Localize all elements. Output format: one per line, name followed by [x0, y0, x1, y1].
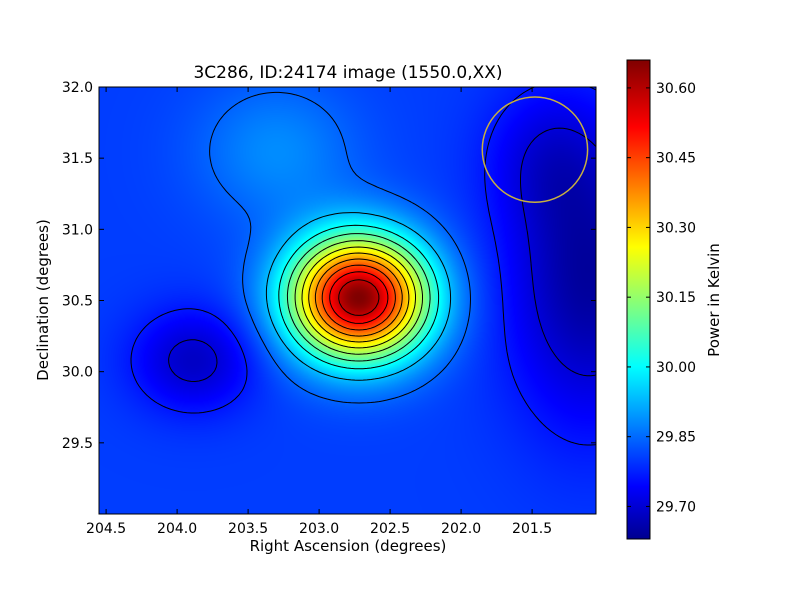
- y-tick-label: 30.0: [62, 365, 93, 381]
- x-axis-label: Right Ascension (degrees): [250, 537, 447, 555]
- contour-line: [294, 240, 423, 355]
- chart-title: 3C286, ID:24174 image (1550.0,XX): [193, 63, 502, 83]
- contour-lines: [130, 87, 596, 446]
- x-tick-label: 204.5: [86, 521, 126, 537]
- contour-line: [209, 91, 471, 404]
- colorbar-tick-label: 30.00: [656, 360, 696, 376]
- contour-line: [338, 279, 380, 316]
- contour-line: [130, 87, 596, 446]
- y-tick-label: 29.5: [62, 436, 93, 452]
- contour-line: [314, 258, 403, 337]
- y-axis-label: Declination (degrees): [34, 219, 52, 381]
- y-tick-label: 32.0: [62, 80, 93, 96]
- y-tick-label: 31.5: [62, 151, 93, 167]
- colorbar: 29.70 29.85 30.00 30.15 30.30 30.45 30.60 Powe…: [626, 59, 723, 540]
- y-tick-label: 31.0: [62, 222, 93, 238]
- y-axis: 29.5 30.0 30.5 31.0 31.5 32.0: [62, 80, 596, 452]
- x-tick-label: 203.5: [228, 521, 268, 537]
- colorbar-tick-label: 30.30: [656, 220, 696, 236]
- colorbar-gradient: [626, 59, 651, 540]
- contour-line: [301, 246, 416, 349]
- contour-line: [265, 212, 452, 381]
- x-tick-label: 202.0: [441, 521, 481, 537]
- contour-line: [278, 224, 440, 370]
- contour-line: [321, 264, 396, 331]
- beam-circle: [481, 96, 589, 204]
- colorbar-tick-label: 29.85: [656, 430, 696, 446]
- colorbar-tick-label: 30.45: [656, 151, 696, 167]
- colorbar-ticks: 29.70 29.85 30.00 30.15 30.30 30.45 30.60: [627, 81, 696, 515]
- contour-line: [286, 233, 431, 362]
- colorbar-tick-label: 30.15: [656, 290, 696, 306]
- contour-line: [168, 127, 596, 382]
- heatmap-image: [99, 87, 596, 514]
- x-tick-label: 204.0: [157, 521, 197, 537]
- contour-line: [308, 252, 410, 343]
- colorbar-label: Power in Kelvin: [705, 243, 723, 357]
- colorbar-tick-label: 29.70: [656, 499, 696, 515]
- x-tick-label: 203.0: [299, 521, 339, 537]
- x-axis: 204.5 204.0 203.5 203.0 202.5 202.0 201.5: [86, 87, 552, 537]
- colorbar-tick-label: 30.60: [656, 81, 696, 97]
- y-tick-label: 30.5: [62, 294, 93, 310]
- plot-area: [98, 86, 597, 515]
- x-tick-label: 201.5: [512, 521, 552, 537]
- contour-line: [329, 271, 389, 324]
- x-tick-label: 202.5: [370, 521, 410, 537]
